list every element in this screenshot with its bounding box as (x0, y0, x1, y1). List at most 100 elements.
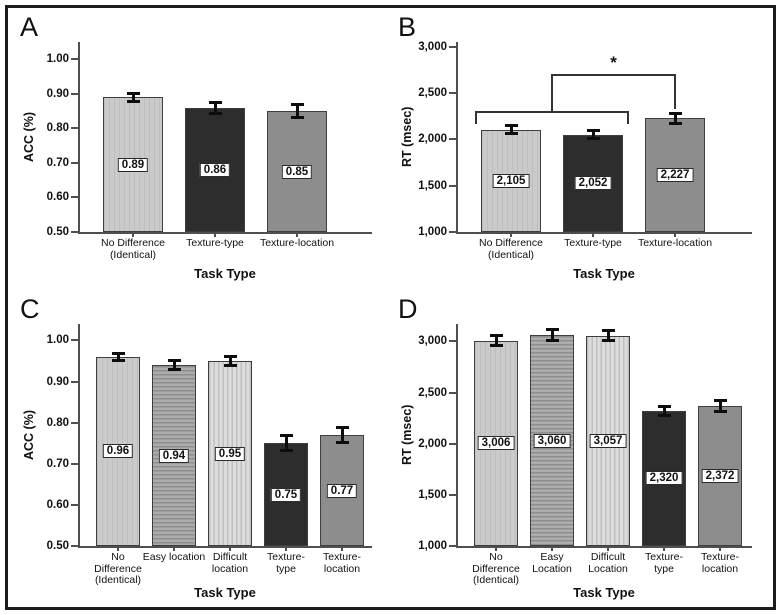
x-axis-title: Task Type (194, 585, 256, 600)
error-bar-cap-top (111, 352, 125, 356)
y-tick-mark (71, 231, 78, 233)
panel-label-b: B (398, 12, 417, 42)
x-tick-mark (229, 546, 231, 551)
bar-value-label: 0.95 (214, 446, 246, 461)
y-tick-mark (449, 184, 456, 187)
error-bar-cap-bottom (713, 409, 727, 413)
error-bar (172, 360, 176, 370)
error-bar-cap-bottom (290, 115, 304, 119)
bar-value-label: 2,372 (701, 468, 739, 483)
significance-bracket-connector (551, 74, 553, 111)
y-tick-label: 1,000 (418, 539, 447, 552)
category-label: No Difference (Identical) (478, 237, 543, 261)
y-tick-label: 1,500 (418, 488, 447, 501)
error-bar-cap-top (489, 334, 503, 338)
error-bar (213, 102, 217, 114)
bar-value-label: 3,057 (589, 433, 627, 448)
error-bar (340, 427, 344, 443)
y-tick-mark (449, 340, 456, 343)
error-bar (295, 104, 299, 118)
bar-value-label: 0.86 (199, 162, 231, 177)
category-label: Texture-type (564, 237, 622, 249)
error-bar-cap-top (290, 103, 304, 107)
error-bar-cap-top (167, 359, 181, 363)
error-bar-cap-bottom (545, 339, 559, 343)
y-tick-mark (71, 462, 78, 465)
x-tick-mark (495, 546, 497, 551)
error-bar-cap-bottom (279, 449, 293, 453)
y-tick-label: 2,000 (418, 133, 447, 146)
x-tick-mark (592, 232, 594, 237)
bar-value-label: 3,006 (477, 436, 515, 451)
y-tick-label: 1,500 (418, 179, 447, 192)
y-tick-label: 0.80 (46, 122, 69, 135)
y-tick-mark (449, 138, 456, 141)
x-tick-mark (285, 546, 287, 551)
panel-label-a: A (20, 12, 39, 42)
panel-label-d: D (398, 294, 418, 324)
x-tick-mark (663, 546, 665, 551)
y-tick-mark (449, 442, 456, 445)
error-bar-cap-top (601, 328, 615, 332)
error-bar-cap-bottom (601, 339, 615, 343)
category-label: Texture- type (267, 551, 305, 575)
category-label: Texture-location (259, 237, 335, 249)
error-bar (131, 93, 135, 102)
bar-light (103, 97, 163, 232)
bar-value-label: 0.85 (281, 164, 313, 179)
y-tick-label: 0.70 (46, 457, 69, 470)
error-bar-cap-bottom (657, 414, 671, 418)
y-axis-title: RT (msec) (400, 106, 414, 168)
bar-value-label: 0.89 (117, 157, 149, 172)
error-bar-cap-top (223, 355, 237, 359)
x-axis-title: Task Type (573, 585, 635, 600)
y-tick-mark (449, 91, 456, 94)
y-tick-label: 1.00 (46, 334, 69, 347)
y-tick-label: 0.90 (46, 375, 69, 388)
error-bar-cap-bottom (126, 99, 140, 103)
y-tick-label: 3,000 (418, 40, 447, 53)
category-label: Texture-type (186, 237, 244, 249)
y-tick-label: 2,000 (418, 437, 447, 450)
bar-value-label: 2,227 (656, 168, 694, 183)
y-tick-label: 0.50 (46, 539, 69, 552)
error-bar-cap-top (335, 426, 349, 430)
y-tick-mark (449, 45, 456, 48)
plot-area: 1,000 1,500 2,000 2,500 3,000 3,006 No Differe… (418, 324, 752, 586)
plot-area: 0.50 0.60 0.70 0.80 0.90 1.00 0.89 No Differenc… (47, 42, 372, 260)
error-bar-cap-top (657, 404, 671, 408)
category-label: Texture- location (701, 551, 739, 575)
y-tick-label: 2,500 (418, 86, 447, 99)
bar-value-label: 0.94 (158, 448, 190, 463)
y-tick-mark (71, 545, 78, 547)
plot-area: 1,000 1,500 2,000 2,500 3,000 2,105 No Differe… (418, 40, 752, 260)
x-tick-mark (132, 232, 134, 237)
y-axis-title: ACC (%) (22, 112, 36, 162)
y-tick-label: 0.50 (46, 225, 69, 238)
category-label: Texture- type (645, 551, 683, 575)
x-tick-mark (214, 232, 216, 237)
error-bar (494, 335, 498, 346)
error-bar-cap-top (713, 398, 727, 402)
error-bar (662, 406, 666, 416)
y-tick-mark (71, 380, 78, 383)
bar-value-label: 2,320 (645, 471, 683, 486)
y-axis-title: RT (msec) (400, 404, 414, 466)
error-bar-cap-bottom (668, 121, 682, 125)
panel-label-c: C (20, 294, 40, 324)
category-label: Difficult location (211, 551, 249, 575)
x-tick-mark (674, 232, 676, 237)
error-bar (509, 125, 513, 134)
y-tick-label: 2,500 (418, 386, 447, 399)
x-tick-mark (607, 546, 609, 551)
category-label: Texture-location (637, 237, 713, 249)
error-bar-cap-top (504, 123, 518, 127)
y-tick-label: 0.80 (46, 416, 69, 429)
error-bar-cap-bottom (111, 358, 125, 362)
bar-value-label: 3,060 (533, 433, 571, 448)
category-label: No Difference (Identical) (94, 551, 142, 587)
x-tick-mark (117, 546, 119, 551)
error-bar-cap-bottom (489, 344, 503, 348)
bar-light (481, 129, 541, 232)
